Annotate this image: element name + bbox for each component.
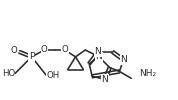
Text: OH: OH: [46, 71, 59, 80]
Text: O: O: [10, 46, 17, 56]
Text: HO: HO: [2, 69, 15, 78]
Text: NH₂: NH₂: [139, 69, 156, 78]
Text: N: N: [96, 52, 102, 61]
Text: N: N: [95, 48, 101, 56]
Text: N: N: [120, 55, 127, 64]
Text: N: N: [101, 75, 108, 84]
Text: P: P: [29, 52, 35, 61]
Text: O: O: [41, 46, 48, 54]
Text: O: O: [61, 46, 68, 54]
